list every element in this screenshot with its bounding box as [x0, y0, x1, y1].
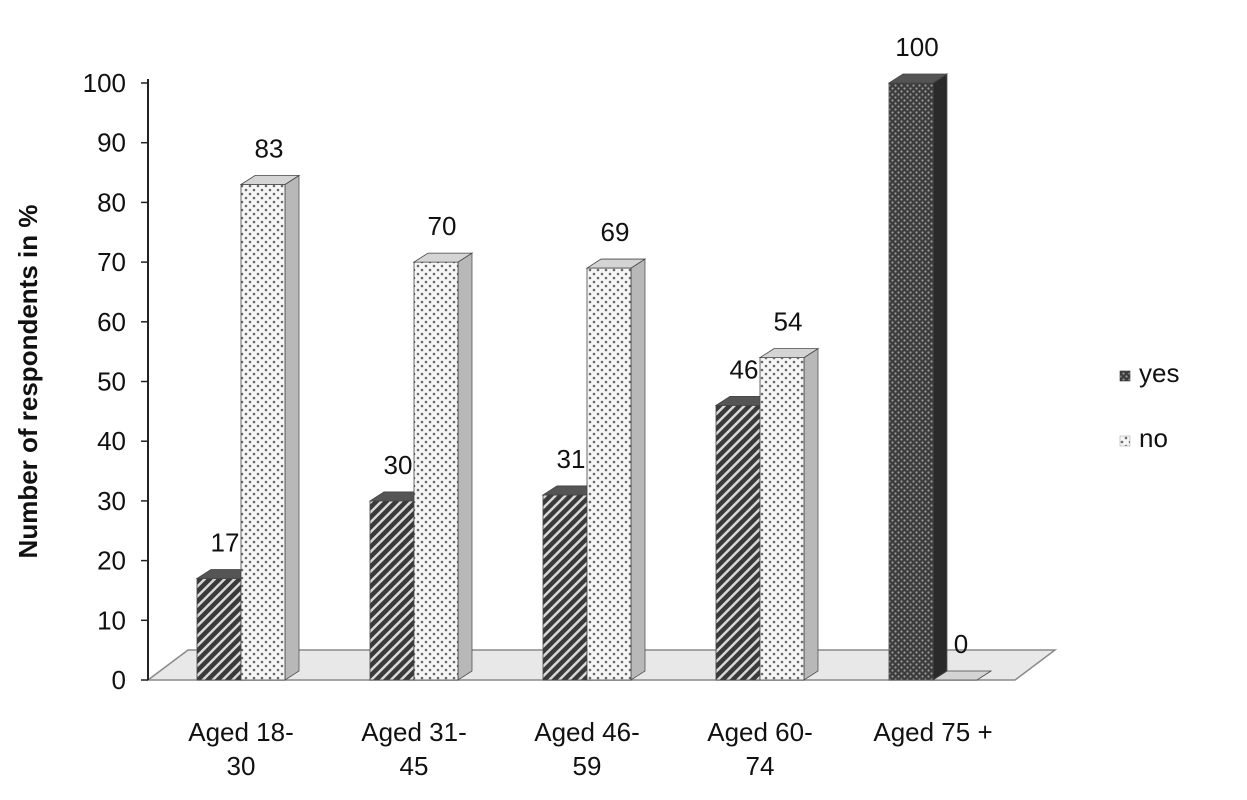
- legend-label-no: no: [1139, 423, 1168, 453]
- legend-swatch-yes: [1119, 370, 1131, 382]
- legend-label-yes: yes: [1139, 358, 1179, 388]
- y-tick-label: 20: [97, 546, 126, 576]
- data-label: 46: [730, 354, 759, 384]
- bar-yes: [715, 404, 761, 681]
- bar-no: [413, 261, 459, 681]
- y-tick-label: 0: [112, 665, 126, 695]
- y-tick-label: 100: [83, 68, 126, 98]
- bar-top: [585, 258, 647, 269]
- data-label: 17: [211, 528, 240, 558]
- category-label: Aged 18-: [188, 717, 294, 747]
- category-label: Aged 31-: [361, 717, 467, 747]
- category-label: Aged 75 +: [873, 717, 992, 747]
- y-tick-label: 50: [97, 367, 126, 397]
- data-label: 54: [774, 307, 803, 337]
- y-tick-label: 30: [97, 486, 126, 516]
- category-label: Aged 46-: [534, 717, 640, 747]
- bar-side: [457, 252, 473, 681]
- y-tick-label: 70: [97, 247, 126, 277]
- data-label: 100: [895, 32, 938, 62]
- data-label: 70: [428, 211, 457, 241]
- category-label: 45: [400, 751, 429, 781]
- category-label: 30: [227, 751, 256, 781]
- bar-no: [240, 184, 286, 681]
- bar-yes: [369, 500, 415, 681]
- category-label: 59: [573, 751, 602, 781]
- bar-yes: [196, 578, 242, 681]
- bar-top: [887, 73, 949, 84]
- category-label: 74: [746, 751, 775, 781]
- y-tick-label: 10: [97, 605, 126, 635]
- bar-top: [758, 348, 820, 359]
- y-tick-label: 60: [97, 307, 126, 337]
- data-label: 69: [601, 217, 630, 247]
- bar-yes: [542, 494, 588, 681]
- data-label: 31: [557, 444, 586, 474]
- bar-yes: [888, 82, 934, 681]
- bar-no: [759, 357, 805, 681]
- bar-side: [630, 258, 646, 681]
- bar-side: [284, 174, 300, 681]
- data-label: 0: [954, 629, 968, 659]
- bar-side: [932, 73, 948, 681]
- bar-no: [586, 267, 632, 681]
- y-tick-label: 80: [97, 187, 126, 217]
- bar-top: [239, 175, 301, 185]
- legend-swatch-no: [1119, 435, 1131, 447]
- y-tick-label: 90: [97, 128, 126, 158]
- bar-top: [931, 670, 993, 681]
- data-label: 83: [255, 133, 284, 163]
- bar-top: [412, 252, 474, 263]
- y-tick-label: 40: [97, 426, 126, 456]
- data-label: 30: [384, 450, 413, 480]
- y-axis-title: Number of respondents in %: [13, 205, 43, 559]
- category-label: Aged 60-: [707, 717, 813, 747]
- bar-side: [803, 347, 819, 681]
